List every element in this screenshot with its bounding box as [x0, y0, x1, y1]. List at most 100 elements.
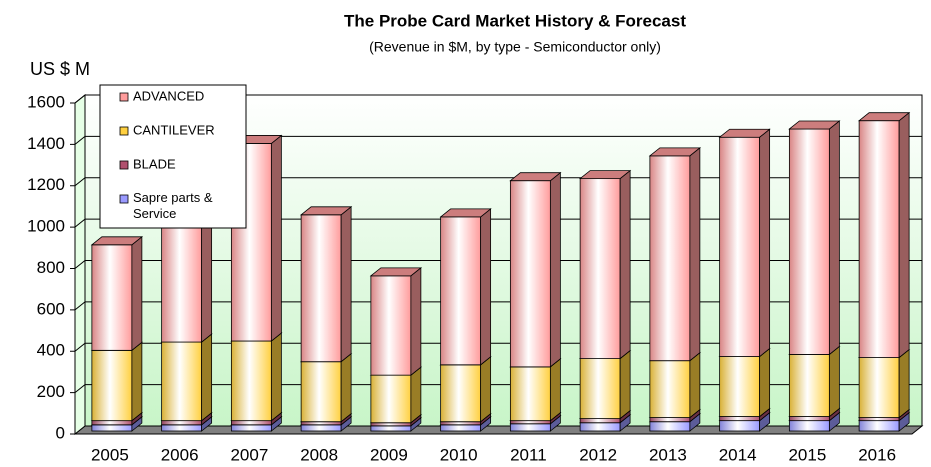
legend-label: Sapre parts & Service [133, 190, 213, 221]
bar-side [828, 120, 840, 356]
bar-segment [91, 424, 133, 432]
bar-segment [91, 420, 133, 426]
bar-segment [579, 418, 621, 424]
x-tick-label: 2010 [440, 445, 478, 464]
bar-segment [788, 128, 830, 355]
x-tick-label: 2016 [858, 445, 896, 464]
bar-segment [509, 423, 551, 432]
bar-segment [858, 120, 900, 358]
bar-segment [300, 424, 342, 432]
bar-segment [719, 136, 761, 357]
bar-segment [509, 180, 551, 368]
y-tick-label: 200 [37, 382, 65, 401]
bar-segment [858, 420, 900, 432]
bar-segment [440, 216, 482, 366]
bar-segment [161, 424, 203, 432]
bar-segment [370, 422, 412, 427]
bar-segment [788, 420, 830, 432]
bar-top [439, 208, 492, 218]
bar-segment [649, 360, 691, 418]
bar-side [759, 128, 771, 358]
bar-side [828, 345, 840, 418]
bar-segment [719, 356, 761, 417]
bar-side [480, 355, 492, 423]
bar-top [718, 128, 771, 138]
bar-side [619, 349, 631, 420]
x-tick-label: 2012 [579, 445, 617, 464]
legend: ADVANCED CANTILEVER BLADE Sapre parts & Serv… [99, 84, 247, 229]
legend-swatch [119, 126, 129, 136]
bar-segment [858, 417, 900, 422]
bar-segment [858, 357, 900, 418]
bar-side [340, 352, 352, 423]
legend-box [99, 84, 247, 229]
bar-side [340, 205, 352, 363]
x-tick-label: 2013 [649, 445, 687, 464]
bar-segment [370, 275, 412, 376]
bar-top [509, 172, 562, 182]
bar-top [857, 112, 911, 122]
bar-top [578, 170, 632, 180]
bar-segment [230, 420, 272, 426]
bar-segment [719, 416, 761, 422]
bar-segment [370, 425, 412, 432]
bar-top [648, 147, 702, 157]
x-tick-label: 2007 [230, 445, 268, 464]
bar-segment [91, 349, 133, 422]
y-tick-label: 600 [37, 299, 65, 318]
bar-segment [649, 417, 691, 423]
bar-segment [300, 214, 342, 363]
grid-line [74, 177, 922, 187]
y-tick-label: 800 [37, 258, 65, 277]
bar-side [898, 348, 910, 419]
bar-side [131, 341, 143, 422]
bar-side [759, 347, 771, 418]
bar-segment [509, 366, 551, 422]
y-axis-label: US $ M [30, 59, 90, 79]
legend-swatch [119, 194, 129, 204]
bar-segment [300, 421, 342, 426]
bar-segment [230, 424, 272, 432]
grid-line [74, 384, 922, 394]
bar-top [369, 267, 423, 277]
plot-area: 0 200 400 600 800 1000 1200 1400 1600 [27, 92, 924, 442]
bar-side [549, 171, 561, 368]
bar-side [410, 366, 422, 424]
bar-segment [509, 420, 551, 425]
bar-segment [788, 354, 830, 417]
y-tick-label: 1600 [27, 92, 65, 111]
bar-segment [370, 374, 412, 424]
y-tick-label: 1000 [27, 217, 65, 236]
bar-top [90, 236, 144, 246]
chart-title: The Probe Card Market History & Forecast [344, 11, 686, 30]
legend-label: ADVANCED [133, 88, 204, 103]
bar-side [270, 134, 282, 342]
bar-segment [230, 340, 272, 422]
grid-line [74, 218, 922, 228]
legend-swatch [119, 160, 129, 170]
chart-subtitle: (Revenue in $M, by type - Semiconductor … [369, 39, 661, 55]
grid-line [74, 342, 922, 352]
bar-segment [649, 155, 691, 362]
bar-side [689, 147, 701, 362]
bar-side [480, 208, 492, 366]
grid-line [74, 135, 922, 145]
y-tick-label: 1400 [27, 134, 65, 153]
bar-segment [788, 416, 830, 422]
bar-segment [161, 341, 203, 422]
legend-label: CANTILEVER [133, 122, 215, 137]
bar-segment [440, 364, 482, 423]
bar-segment [161, 420, 203, 426]
bar-side [898, 111, 910, 359]
x-tick-label: 2011 [510, 445, 547, 464]
bar-side [619, 169, 631, 360]
bar-side [689, 351, 701, 419]
x-tick-label: 2014 [719, 445, 757, 464]
y-tick-label: 400 [37, 341, 65, 360]
x-tick-label: 2015 [788, 445, 826, 464]
bar-segment [579, 358, 621, 419]
bar-side [410, 267, 422, 376]
x-tick-label: 2005 [91, 445, 129, 464]
bar-segment [91, 244, 133, 351]
bar-side [131, 235, 143, 352]
